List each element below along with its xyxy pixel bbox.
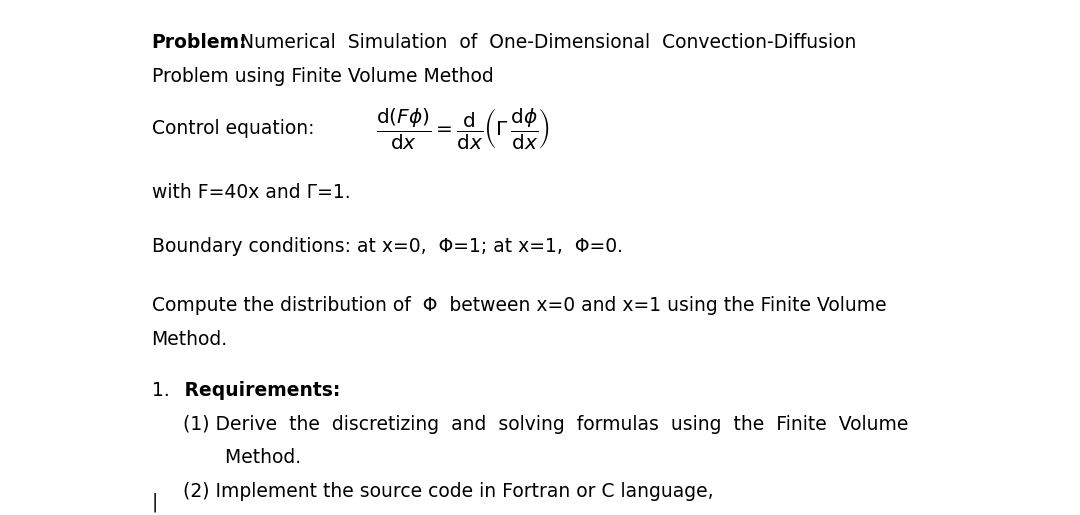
- Text: |: |: [151, 493, 158, 512]
- Text: Method.: Method.: [151, 330, 228, 349]
- Text: Boundary conditions: at x=0,  Φ=1; at x=1,  Φ=0.: Boundary conditions: at x=0, Φ=1; at x=1…: [151, 237, 622, 256]
- Text: with F=40x and Γ=1.: with F=40x and Γ=1.: [151, 183, 350, 202]
- Text: Problem using Finite Volume Method: Problem using Finite Volume Method: [151, 67, 494, 86]
- Text: Compute the distribution of  Φ  between x=0 and x=1 using the Finite Volume: Compute the distribution of Φ between x=…: [151, 296, 887, 315]
- Text: Requirements:: Requirements:: [178, 381, 340, 400]
- Text: Control equation:: Control equation:: [151, 119, 314, 138]
- Text: (1) Derive  the  discretizing  and  solving  formulas  using  the  Finite  Volum: (1) Derive the discretizing and solving …: [183, 415, 908, 434]
- Text: $\dfrac{\mathrm{d}(F\phi)}{\mathrm{d}x} = \dfrac{\mathrm{d}}{\mathrm{d}x}\left(\: $\dfrac{\mathrm{d}(F\phi)}{\mathrm{d}x} …: [376, 106, 551, 151]
- Text: (2) Implement the source code in Fortran or C language,: (2) Implement the source code in Fortran…: [183, 482, 714, 501]
- Text: Problem:: Problem:: [151, 33, 247, 53]
- Text: Numerical  Simulation  of  One-Dimensional  Convection-Diffusion: Numerical Simulation of One-Dimensional …: [228, 33, 856, 53]
- Text: 1.: 1.: [151, 381, 170, 400]
- Text: Method.: Method.: [183, 448, 301, 467]
